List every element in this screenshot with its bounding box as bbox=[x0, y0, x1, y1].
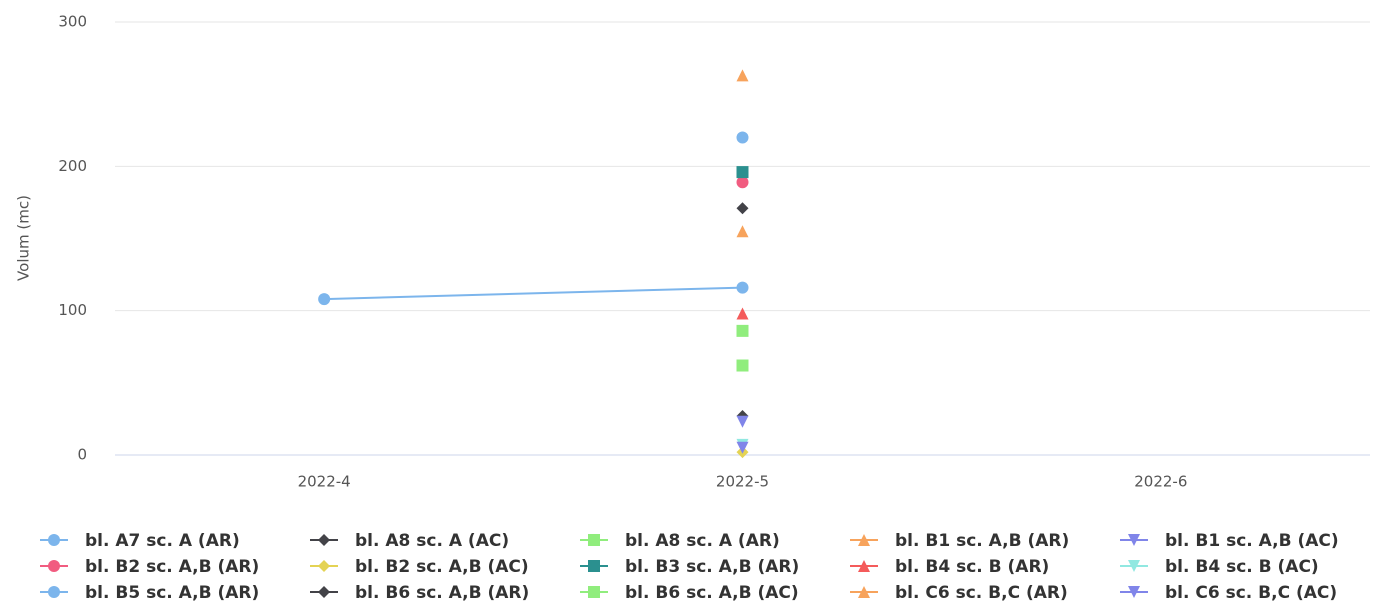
x-tick-label: 2022-5 bbox=[716, 473, 769, 491]
legend-marker bbox=[1128, 534, 1140, 546]
legend-label: bl. A7 sc. A (AR) bbox=[85, 531, 240, 551]
marker bbox=[736, 131, 749, 144]
marker bbox=[736, 225, 749, 238]
legend-label: bl. B2 sc. A,B (AC) bbox=[355, 557, 529, 577]
legend-marker bbox=[858, 586, 870, 598]
legend-label: bl. B1 sc. A,B (AC) bbox=[1165, 531, 1339, 551]
legend-label: bl. B3 sc. A,B (AR) bbox=[625, 557, 799, 577]
legend-label: bl. B4 sc. B (AR) bbox=[895, 557, 1049, 577]
legend-marker bbox=[588, 586, 600, 598]
legend-marker bbox=[48, 560, 60, 572]
marker bbox=[736, 359, 749, 372]
marker bbox=[318, 293, 331, 306]
legend-label: bl. B5 sc. A,B (AR) bbox=[85, 583, 259, 603]
y-tick-label: 200 bbox=[58, 157, 87, 175]
legend-marker bbox=[318, 586, 330, 598]
legend-marker bbox=[858, 534, 870, 546]
marker bbox=[736, 324, 749, 337]
legend-marker bbox=[858, 560, 870, 572]
legend-marker bbox=[1128, 560, 1140, 572]
legend-marker bbox=[588, 534, 600, 546]
legend-label: bl. B6 sc. A,B (AC) bbox=[625, 583, 799, 603]
y-tick-label: 0 bbox=[77, 446, 87, 464]
y-axis-title: Volum (mc) bbox=[15, 195, 33, 281]
series-line bbox=[324, 286, 743, 301]
marker bbox=[736, 176, 749, 189]
marker bbox=[736, 415, 749, 428]
legend-label: bl. B2 sc. A,B (AR) bbox=[85, 557, 259, 577]
legend-label: bl. B1 sc. A,B (AR) bbox=[895, 531, 1069, 551]
legend-label: bl. B4 sc. B (AC) bbox=[1165, 557, 1319, 577]
marker bbox=[736, 441, 749, 454]
legend-label: bl. C6 sc. B,C (AR) bbox=[895, 583, 1068, 603]
legend-marker bbox=[588, 560, 600, 572]
legend-label: bl. A8 sc. A (AR) bbox=[625, 531, 780, 551]
marker bbox=[736, 69, 749, 82]
legend-label: bl. C6 sc. B,C (AC) bbox=[1165, 583, 1337, 603]
legend-marker bbox=[48, 586, 60, 598]
marker bbox=[736, 281, 749, 294]
y-tick-label: 300 bbox=[58, 13, 87, 31]
legend-marker bbox=[48, 534, 60, 546]
marker bbox=[736, 166, 749, 179]
x-tick-label: 2022-4 bbox=[298, 473, 351, 491]
legend-marker bbox=[318, 534, 330, 546]
x-tick-label: 2022-6 bbox=[1134, 473, 1187, 491]
legend-marker bbox=[1128, 586, 1140, 598]
marker bbox=[736, 202, 749, 215]
legend-marker bbox=[318, 560, 330, 572]
legend-label: bl. B6 sc. A,B (AR) bbox=[355, 583, 529, 603]
legend-label: bl. A8 sc. A (AC) bbox=[355, 531, 509, 551]
y-tick-label: 100 bbox=[58, 301, 87, 319]
marker bbox=[736, 307, 749, 320]
